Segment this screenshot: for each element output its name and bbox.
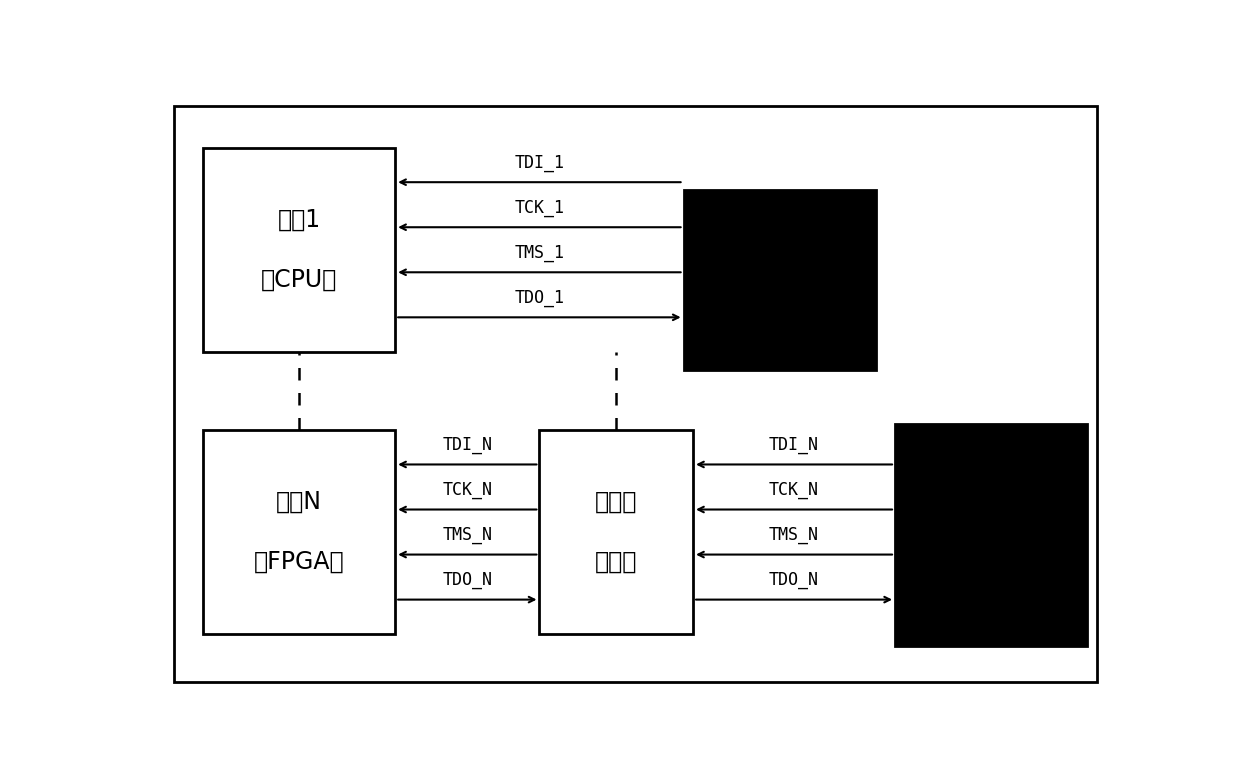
Text: TDI_1: TDI_1 bbox=[515, 154, 564, 172]
Text: TMS_1: TMS_1 bbox=[515, 244, 564, 262]
Text: 电平转: 电平转 bbox=[595, 490, 637, 514]
Text: TMS_N: TMS_N bbox=[769, 526, 820, 544]
Text: TDO_N: TDO_N bbox=[769, 572, 820, 590]
Text: TCK_1: TCK_1 bbox=[515, 199, 564, 217]
Bar bbox=[683, 190, 875, 370]
Bar bbox=[895, 424, 1087, 646]
Text: TDI_N: TDI_N bbox=[769, 436, 820, 454]
Text: 换芯片: 换芯片 bbox=[595, 550, 637, 574]
Text: 芯片N: 芯片N bbox=[277, 490, 322, 514]
Text: TDI_N: TDI_N bbox=[443, 436, 492, 454]
Text: TCK_N: TCK_N bbox=[769, 481, 820, 499]
Text: TDO_1: TDO_1 bbox=[515, 289, 564, 307]
Bar bbox=[203, 430, 396, 634]
Text: 芯片1: 芯片1 bbox=[278, 207, 321, 232]
Bar bbox=[203, 147, 396, 352]
Text: （FPGA）: （FPGA） bbox=[254, 550, 345, 574]
Text: TDO_N: TDO_N bbox=[443, 572, 492, 590]
Text: TMS_N: TMS_N bbox=[443, 526, 492, 544]
Text: TCK_N: TCK_N bbox=[443, 481, 492, 499]
Text: （CPU）: （CPU） bbox=[262, 268, 337, 292]
Bar bbox=[539, 430, 693, 634]
